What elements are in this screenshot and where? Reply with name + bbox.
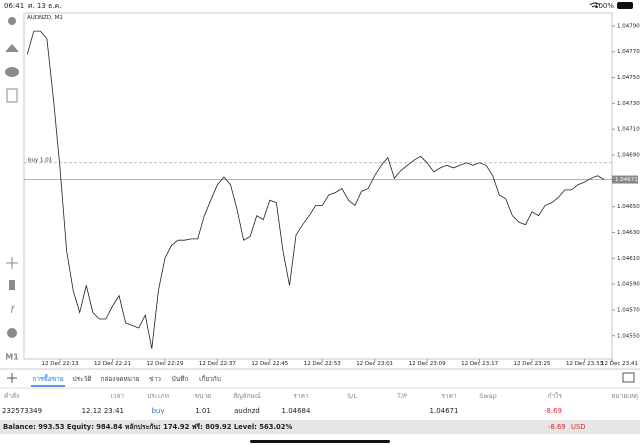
bid-label: 1.04671 xyxy=(615,177,638,183)
table-cell: 12.12 23:41 xyxy=(82,407,124,415)
table-cell: 1.01 xyxy=(195,407,211,415)
wifi-icon xyxy=(589,2,601,8)
symbol-label: AUDNZD, M1 xyxy=(27,15,63,21)
objects-icon[interactable] xyxy=(7,328,17,338)
column-header: Swap xyxy=(479,392,497,400)
x-tick-label: 12 Dec 23:33 xyxy=(566,361,603,367)
table-cell: audnzd xyxy=(234,407,260,415)
x-tick-label: 12 Dec 22:45 xyxy=(251,361,288,367)
tab[interactable]: บันทึก xyxy=(172,375,189,383)
candles-icon[interactable] xyxy=(9,280,15,290)
table-cell: -8.69 xyxy=(544,407,562,415)
chart-frame xyxy=(23,12,613,360)
status-battery: 100% xyxy=(594,2,614,10)
x-tick-label: 12 Dec 22:53 xyxy=(304,361,341,367)
footer-bar xyxy=(0,420,640,434)
y-tick-label: 1.04570 xyxy=(617,307,640,313)
indicators-icon[interactable]: f xyxy=(10,305,15,316)
price-line xyxy=(26,30,605,349)
column-header: กำไร xyxy=(548,392,563,400)
column-header: ราคา xyxy=(293,392,308,400)
x-tick-label: 12 Dec 22:37 xyxy=(199,361,236,367)
timeframe[interactable]: M1 xyxy=(5,353,19,362)
tab[interactable]: ประวัติ xyxy=(73,375,92,383)
column-header: คำสั่ง xyxy=(4,391,19,400)
column-header: S/L xyxy=(347,392,357,400)
account-summary: Balance: 993.53 Equity: 984.84 หลักประกั… xyxy=(3,423,292,431)
y-tick-label: 1.04710 xyxy=(617,127,640,133)
status-date: ศ. 13 ธ.ค. xyxy=(28,2,61,10)
x-tick-label: 12 Dec 22:29 xyxy=(146,361,183,367)
order-line-label: buy 1.01 xyxy=(28,157,52,163)
y-tick-label: 1.04550 xyxy=(617,333,640,339)
x-tick-label: 12 Dec 23:17 xyxy=(461,361,498,367)
column-header: ประเภท xyxy=(147,392,169,400)
y-tick-label: 1.04610 xyxy=(617,256,640,262)
column-header: เวลา xyxy=(110,392,124,400)
x-tick-label: 12 Dec 22:21 xyxy=(94,361,131,367)
y-tick-label: 1.04730 xyxy=(617,101,640,107)
tab[interactable]: เกี่ยวกับ xyxy=(199,374,221,383)
tab[interactable]: การซื้อขาย xyxy=(32,374,63,383)
column-header: หมายเหตุ xyxy=(611,392,638,400)
y-tick-label: 1.04750 xyxy=(617,75,640,81)
x-tick-label: 12 Dec 23:41 xyxy=(601,361,638,367)
y-tick-label: 1.04790 xyxy=(617,23,640,29)
y-tick-label: 1.04590 xyxy=(617,282,640,288)
column-header: ราคา xyxy=(441,392,456,400)
column-header: สัญลักษณ์ xyxy=(233,392,261,400)
crosshair-icon[interactable] xyxy=(6,257,18,269)
add-button[interactable] xyxy=(7,373,17,383)
battery-icon xyxy=(617,2,633,9)
x-tick-label: 12 Dec 23:09 xyxy=(409,361,446,367)
tab[interactable]: ข่าว xyxy=(149,375,161,383)
chat-icon[interactable] xyxy=(5,67,19,77)
account-icon[interactable] xyxy=(8,17,16,25)
bid-label-box xyxy=(612,175,638,184)
layout-icon[interactable] xyxy=(622,372,635,383)
x-tick-label: 12 Dec 23:25 xyxy=(514,361,551,367)
status-time: 06:41 xyxy=(4,2,24,10)
total-profit: -8.69 xyxy=(548,423,566,431)
tab[interactable]: กล่องจดหมาย xyxy=(100,375,139,383)
x-tick-label: 12 Dec 22:13 xyxy=(42,361,79,367)
currency: USD xyxy=(571,423,586,431)
trade-icon[interactable] xyxy=(5,44,19,52)
y-tick-label: 1.04650 xyxy=(617,204,640,210)
y-tick-label: 1.04770 xyxy=(617,49,640,55)
y-tick-label: 1.04630 xyxy=(617,230,640,236)
y-tick-label: 1.04690 xyxy=(617,153,640,159)
table-cell: 1.04671 xyxy=(430,407,459,415)
table-cell: 232573349 xyxy=(2,407,42,415)
table-cell: buy xyxy=(151,407,164,415)
table-cell: 1.04684 xyxy=(282,407,311,415)
home-indicator xyxy=(250,440,390,443)
new-order-icon[interactable] xyxy=(6,88,18,103)
column-header: T/P xyxy=(396,392,407,400)
column-header: ขนาด xyxy=(195,392,212,400)
x-tick-label: 12 Dec 23:01 xyxy=(356,361,393,367)
